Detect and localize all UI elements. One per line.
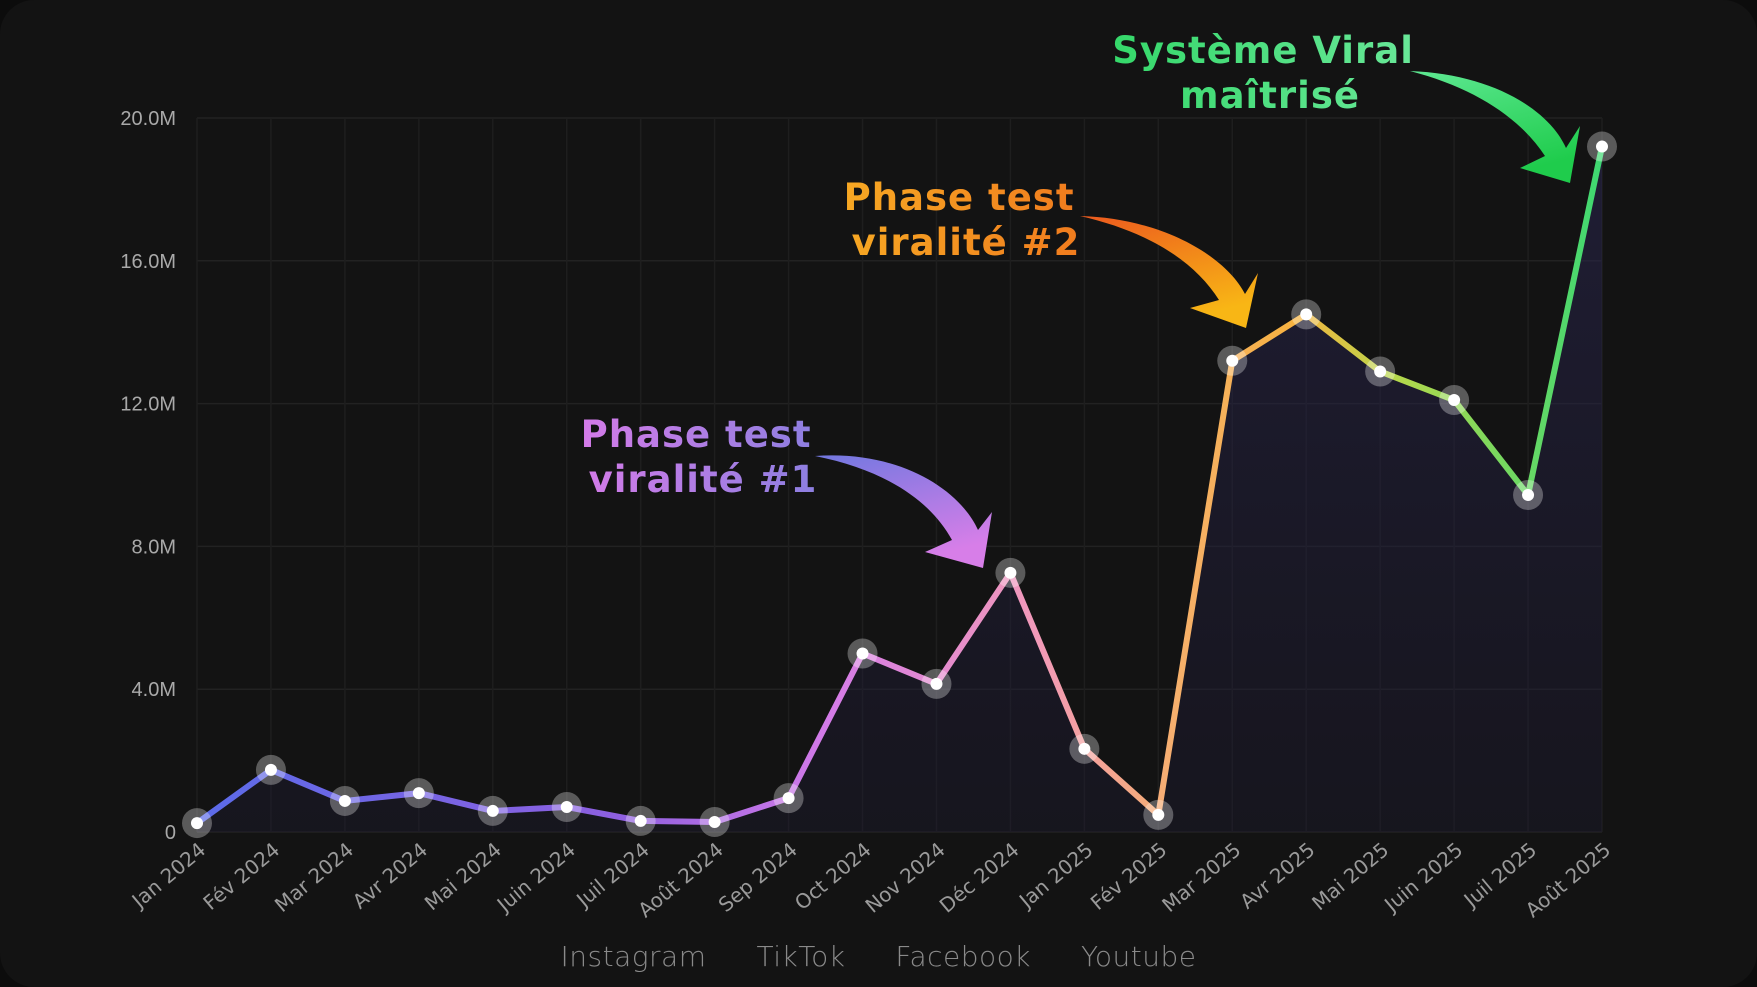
annotation-1-line-2: viralité #1 <box>589 458 818 501</box>
data-point[interactable] <box>625 805 656 836</box>
x-tick-label: Mai 2025 <box>1307 837 1393 915</box>
data-point[interactable] <box>773 783 804 814</box>
legend-item-youtube[interactable]: Youtube <box>1081 940 1197 973</box>
y-tick-label: 0 <box>165 822 176 844</box>
data-point[interactable] <box>1365 356 1396 387</box>
x-tick-label: Jan 2025 <box>1013 837 1097 913</box>
data-points <box>182 131 1617 839</box>
area-fill <box>197 146 1602 832</box>
curved-arrow-icon <box>1410 71 1580 183</box>
data-point[interactable] <box>1143 799 1174 830</box>
data-point[interactable] <box>551 792 582 823</box>
x-tick-label: Mar 2025 <box>1157 837 1245 916</box>
data-point[interactable] <box>995 557 1026 588</box>
data-point[interactable] <box>1439 385 1470 416</box>
curved-arrow-icon <box>815 455 992 568</box>
data-point[interactable] <box>921 668 952 699</box>
annotation-phase-test-1: Phase test viralité #1 <box>581 413 992 568</box>
data-point[interactable] <box>1291 299 1322 330</box>
data-point[interactable] <box>1587 131 1617 162</box>
data-point[interactable] <box>329 785 360 816</box>
data-line <box>194 143 1605 827</box>
x-tick-label: Déc 2024 <box>935 837 1024 917</box>
y-axis: 0 4.0M 8.0M 12.0M 16.0M 20.0M <box>120 108 176 844</box>
x-tick-label: Juin 2025 <box>1378 837 1467 917</box>
legend-item-facebook[interactable]: Facebook <box>895 940 1031 973</box>
svg-text:Système Viral maîtrisé: Système Viral maîtrisé <box>1112 29 1428 117</box>
y-tick-label: 16.0M <box>120 251 176 273</box>
annotation-1-line-1: Phase test <box>581 413 812 456</box>
y-tick-label: 8.0M <box>132 536 176 558</box>
data-point[interactable] <box>403 778 434 809</box>
legend: Instagram TikTok Facebook Youtube <box>0 940 1757 973</box>
x-tick-label: Juin 2024 <box>491 837 580 917</box>
legend-item-tiktok[interactable]: TikTok <box>756 940 846 973</box>
data-point[interactable] <box>477 795 508 826</box>
x-tick-label: Avr 2024 <box>348 837 432 913</box>
annotation-3-line-1: Système Viral <box>1112 29 1414 72</box>
y-tick-label: 12.0M <box>120 394 176 416</box>
x-tick-label: Fév 2025 <box>1086 837 1172 914</box>
x-tick-label: Avr 2025 <box>1235 837 1319 913</box>
y-tick-label: 4.0M <box>132 679 176 701</box>
annotation-2-line-1: Phase test <box>844 176 1075 219</box>
x-tick-label: Jan 2024 <box>126 837 210 913</box>
y-tick-label: 20.0M <box>120 108 176 130</box>
data-point[interactable] <box>699 807 730 838</box>
data-point[interactable] <box>255 754 286 785</box>
legend-item-instagram[interactable]: Instagram <box>560 940 707 973</box>
curved-arrow-icon <box>1080 216 1258 328</box>
svg-text:Phase test viralité #2: Phase test viralité #2 <box>844 176 1089 264</box>
x-tick-label: Sep 2024 <box>714 837 802 916</box>
annotation-3-line-2: maîtrisé <box>1180 74 1360 117</box>
svg-text:Phase test viralité #1: Phase test viralité #1 <box>581 413 826 501</box>
x-tick-label: Mar 2024 <box>270 837 358 916</box>
annotation-systeme-viral: Système Viral maîtrisé <box>1112 29 1580 183</box>
data-point[interactable] <box>1069 733 1100 764</box>
annotation-2-line-2: viralité #2 <box>852 221 1081 264</box>
data-point[interactable] <box>847 638 878 669</box>
data-point[interactable] <box>1217 345 1248 376</box>
data-point[interactable] <box>1513 479 1544 510</box>
x-tick-label: Mai 2024 <box>420 837 506 915</box>
data-point[interactable] <box>182 808 212 839</box>
annotation-phase-test-2: Phase test viralité #2 <box>844 176 1258 328</box>
x-tick-label: Nov 2024 <box>860 837 949 917</box>
x-tick-label: Fév 2024 <box>198 837 284 914</box>
